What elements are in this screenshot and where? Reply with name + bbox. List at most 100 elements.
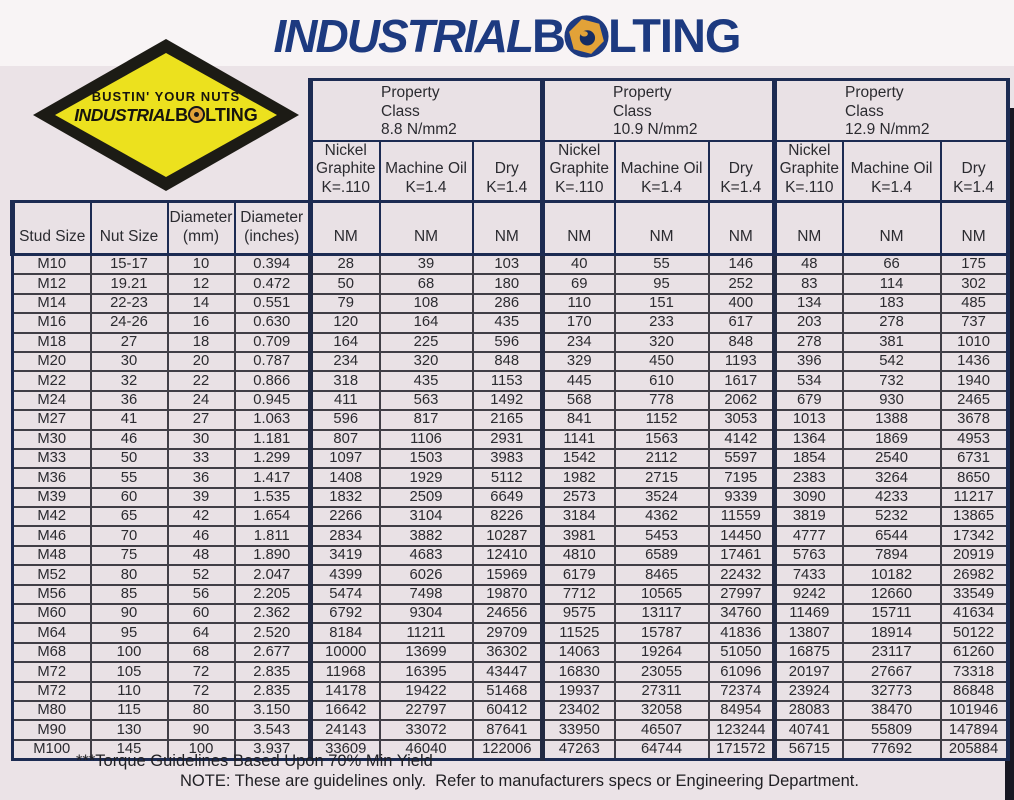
stud-size-cell: M52 (11, 564, 92, 586)
torque-value-cell: 732 (841, 370, 942, 392)
torque-value-cell: 46040 (378, 738, 474, 762)
nickel-graphite-8-8-header: Nickel Graphite K=.110 (308, 139, 381, 203)
table-row: M46 70 46 1.811 2834 3882 10287 3981 5453 14450 47… (11, 525, 1010, 547)
stud-size-cell: M60 (11, 603, 92, 625)
table-row: M33 50 33 1.299 1097 1503 3983 1542 2112 5597 1854… (11, 447, 1010, 470)
diameter-mm-cell: 72 (166, 661, 236, 683)
diameter-inches-cell: 1.890 (233, 544, 312, 567)
torque-value-cell: 2266 (308, 506, 381, 528)
torque-value-cell: 1152 (613, 409, 710, 431)
diameter-mm-cell: 16 (166, 312, 236, 334)
torque-value-cell: 7433 (772, 564, 844, 586)
torque-value-cell: 1982 (540, 467, 616, 489)
torque-value-cell: 1408 (308, 467, 381, 489)
torque-value-cell: 10182 (841, 564, 942, 586)
nut-size-cell: 30 (89, 350, 169, 373)
torque-value-cell: 225 (378, 331, 474, 353)
torque-value-cell: 60412 (471, 699, 544, 722)
stud-size-cell: M56 (11, 583, 92, 606)
stud-size-cell: M22 (11, 370, 92, 392)
stud-size-header: Stud Size (10, 200, 92, 256)
torque-value-cell: 4362 (613, 506, 710, 528)
torque-value-cell: 164 (308, 331, 381, 353)
diameter-inches-cell: 0.551 (233, 292, 312, 315)
torque-value-cell: 101946 (939, 699, 1010, 722)
brand-word-industrial: INDUSTRIAL (273, 9, 535, 62)
torque-value-cell: 3524 (613, 486, 710, 509)
nut-size-cell: 60 (89, 486, 169, 509)
diameter-mm-cell: 20 (166, 350, 236, 373)
torque-value-cell: 1832 (308, 486, 381, 509)
stud-size-cell: M64 (11, 622, 92, 644)
diameter-mm-cell: 80 (166, 699, 236, 722)
column-header-row: Stud Size Nut Size Diameter (mm) Diamete… (10, 200, 1010, 256)
torque-value-cell: 14178 (308, 680, 381, 703)
torque-value-cell: 7195 (707, 467, 776, 489)
torque-value-cell: 9304 (378, 603, 474, 625)
diameter-mm-cell: 90 (166, 719, 236, 741)
torque-value-cell: 278 (772, 331, 844, 353)
torque-value-cell: 38470 (841, 699, 942, 722)
torque-value-cell: 68 (378, 273, 474, 295)
torque-value-cell: 6544 (841, 525, 942, 547)
torque-value-cell: 3419 (308, 544, 381, 567)
diameter-mm-cell: 18 (166, 331, 236, 353)
torque-value-cell: 22797 (378, 699, 474, 722)
torque-value-cell: 4233 (841, 486, 942, 509)
torque-value-cell: 9339 (707, 486, 776, 509)
diameter-mm-header: Diameter (mm) (166, 200, 236, 256)
stud-size-cell: M46 (11, 525, 92, 547)
torque-value-cell: 19870 (471, 583, 544, 606)
torque-value-cell: 1854 (772, 447, 844, 470)
torque-value-cell: 848 (471, 350, 544, 373)
header-spacer (13, 80, 311, 202)
nm-unit-header: NM (707, 200, 776, 256)
torque-value-cell: 33609 (308, 738, 381, 762)
torque-value-cell: 20197 (772, 661, 844, 683)
torque-value-cell: 3104 (378, 506, 474, 528)
torque-value-cell: 86848 (939, 680, 1010, 703)
torque-value-cell: 1153 (471, 370, 544, 392)
diameter-inches-cell: 2.520 (233, 622, 312, 644)
torque-value-cell: 27311 (613, 680, 710, 703)
torque-value-cell: 108 (378, 292, 474, 315)
stud-size-cell: M72 (11, 680, 92, 703)
torque-value-cell: 40741 (772, 719, 844, 741)
machine-oil-10-9-header: Machine Oil K=1.4 (613, 139, 710, 203)
torque-value-cell: 13117 (613, 603, 710, 625)
torque-value-cell: 15969 (471, 564, 544, 586)
torque-value-cell: 13699 (378, 641, 474, 664)
torque-value-cell: 6649 (471, 486, 544, 509)
torque-value-cell: 10000 (308, 641, 381, 664)
torque-value-cell: 542 (841, 350, 942, 373)
torque-value-cell: 23055 (613, 661, 710, 683)
torque-value-cell: 33549 (939, 583, 1010, 606)
stud-size-cell: M33 (11, 447, 92, 470)
nut-size-cell: 145 (89, 738, 169, 762)
lubrication-header-row: Nickel Graphite K=.110 Machine Oil K=1.4… (13, 139, 1010, 203)
torque-value-cell: 4953 (939, 428, 1010, 450)
torque-table-body: M10 15-17 10 0.394 28 39 103 40 55 146 48 66 175 M12 1… (11, 253, 1010, 762)
torque-value-cell: 18914 (841, 622, 942, 644)
torque-value-cell: 2383 (772, 467, 844, 489)
torque-value-cell: 17342 (939, 525, 1010, 547)
torque-value-cell: 252 (707, 273, 776, 295)
torque-value-cell: 234 (308, 350, 381, 373)
torque-value-cell: 1542 (540, 447, 616, 470)
torque-value-cell: 4810 (540, 544, 616, 567)
torque-value-cell: 3184 (540, 506, 616, 528)
diameter-mm-cell: 60 (166, 603, 236, 625)
dry-12-9-header: Dry K=1.4 (939, 139, 1010, 203)
torque-value-cell: 180 (471, 273, 544, 295)
nut-size-cell: 41 (89, 409, 169, 431)
diameter-inches-cell: 2.047 (233, 564, 312, 586)
diameter-inches-cell: 2.835 (233, 680, 312, 703)
torque-value-cell: 485 (939, 292, 1010, 315)
torque-value-cell: 20919 (939, 544, 1010, 567)
diameter-mm-cell: 48 (166, 544, 236, 567)
diameter-inches-cell: 0.945 (233, 389, 312, 412)
torque-value-cell: 7712 (540, 583, 616, 606)
badge-word-lting: LTING (205, 105, 258, 125)
torque-value-cell: 5232 (841, 506, 942, 528)
stud-size-cell: M42 (11, 506, 92, 528)
